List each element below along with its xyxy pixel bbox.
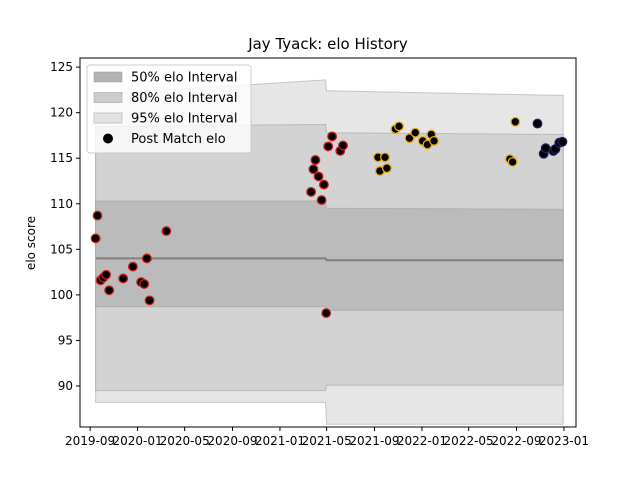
x-tick-label: 2022-09 — [491, 434, 541, 448]
y-tick-label: 95 — [58, 333, 73, 347]
legend-label: 95% elo Interval — [131, 112, 238, 127]
x-tick-label: 2021-05 — [302, 434, 352, 448]
data-point — [532, 118, 543, 129]
data-point — [313, 171, 324, 182]
legend-swatch-50 — [93, 71, 123, 83]
data-point — [139, 279, 150, 289]
data-point — [380, 152, 390, 163]
data-point — [161, 226, 172, 237]
x-tick-label: 2020-09 — [207, 434, 257, 448]
y-tick-label: 90 — [58, 379, 73, 393]
data-point — [321, 308, 332, 319]
y-tick-label: 100 — [50, 288, 73, 302]
y-tick-label: 120 — [50, 106, 73, 120]
plot-area — [90, 79, 568, 425]
elo-center-line — [95, 257, 564, 262]
legend-label: 80% elo Interval — [131, 91, 238, 106]
data-point — [507, 156, 518, 167]
data-point — [104, 285, 115, 296]
x-tick-label: 2021-09 — [349, 434, 399, 448]
y-tick-label: 125 — [50, 60, 73, 74]
data-point — [306, 186, 317, 197]
x-tick-label: 2021-01 — [255, 434, 305, 448]
data-point — [141, 253, 152, 264]
data-point — [127, 261, 138, 272]
data-point — [327, 131, 338, 142]
legend-swatch-95 — [93, 112, 123, 124]
data-point — [394, 121, 404, 132]
data-point — [318, 179, 329, 190]
data-point — [510, 116, 521, 127]
data-point — [323, 141, 334, 152]
data-point — [557, 136, 568, 147]
legend-marker-post-match — [103, 133, 113, 144]
chart-title: Jay Tyack: elo History — [247, 35, 408, 53]
data-point — [310, 155, 321, 165]
y-tick-label: 110 — [50, 197, 73, 211]
data-point — [338, 140, 348, 151]
legend-swatch-80 — [93, 92, 123, 103]
data-point — [429, 135, 439, 146]
data-point — [308, 164, 319, 175]
x-tick-label: 2022-01 — [397, 434, 447, 448]
x-tick-label: 2020-01 — [113, 434, 163, 448]
x-tick-label: 2020-05 — [160, 434, 210, 448]
data-point — [404, 133, 415, 144]
legend-label: 50% elo Interval — [131, 71, 238, 86]
y-axis-label: elo score — [24, 216, 38, 270]
data-point — [118, 273, 129, 284]
data-point — [90, 233, 101, 244]
y-tick-label: 105 — [50, 242, 73, 256]
data-point — [101, 269, 112, 280]
x-tick-label: 2023-01 — [539, 434, 589, 448]
legend: 50% elo Interval 80% elo Interval 95% elo … — [86, 64, 252, 154]
data-point — [144, 295, 155, 306]
x-tick-label: 2022-05 — [444, 434, 494, 448]
interval-50-band — [95, 200, 564, 311]
data-point — [410, 127, 421, 138]
plot-frame — [79, 57, 577, 428]
data-point — [316, 195, 327, 206]
data-point — [381, 163, 392, 174]
axes: 90951001051101151201252019-092020-012020… — [50, 57, 589, 448]
legend-label: Post Match elo — [131, 132, 226, 147]
x-tick-label: 2019-09 — [65, 434, 115, 448]
legend-box — [86, 64, 252, 154]
y-tick-label: 115 — [50, 151, 73, 165]
data-point — [92, 210, 103, 221]
